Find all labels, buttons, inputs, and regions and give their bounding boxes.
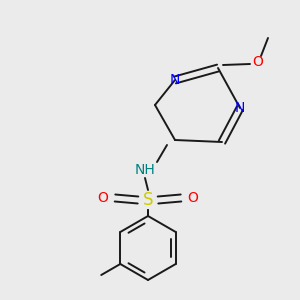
Text: NH: NH (135, 163, 155, 177)
Text: O: O (188, 191, 198, 205)
Text: O: O (98, 191, 108, 205)
Text: N: N (235, 101, 245, 115)
Text: N: N (170, 73, 180, 87)
Text: O: O (253, 55, 263, 69)
Text: S: S (143, 191, 153, 209)
